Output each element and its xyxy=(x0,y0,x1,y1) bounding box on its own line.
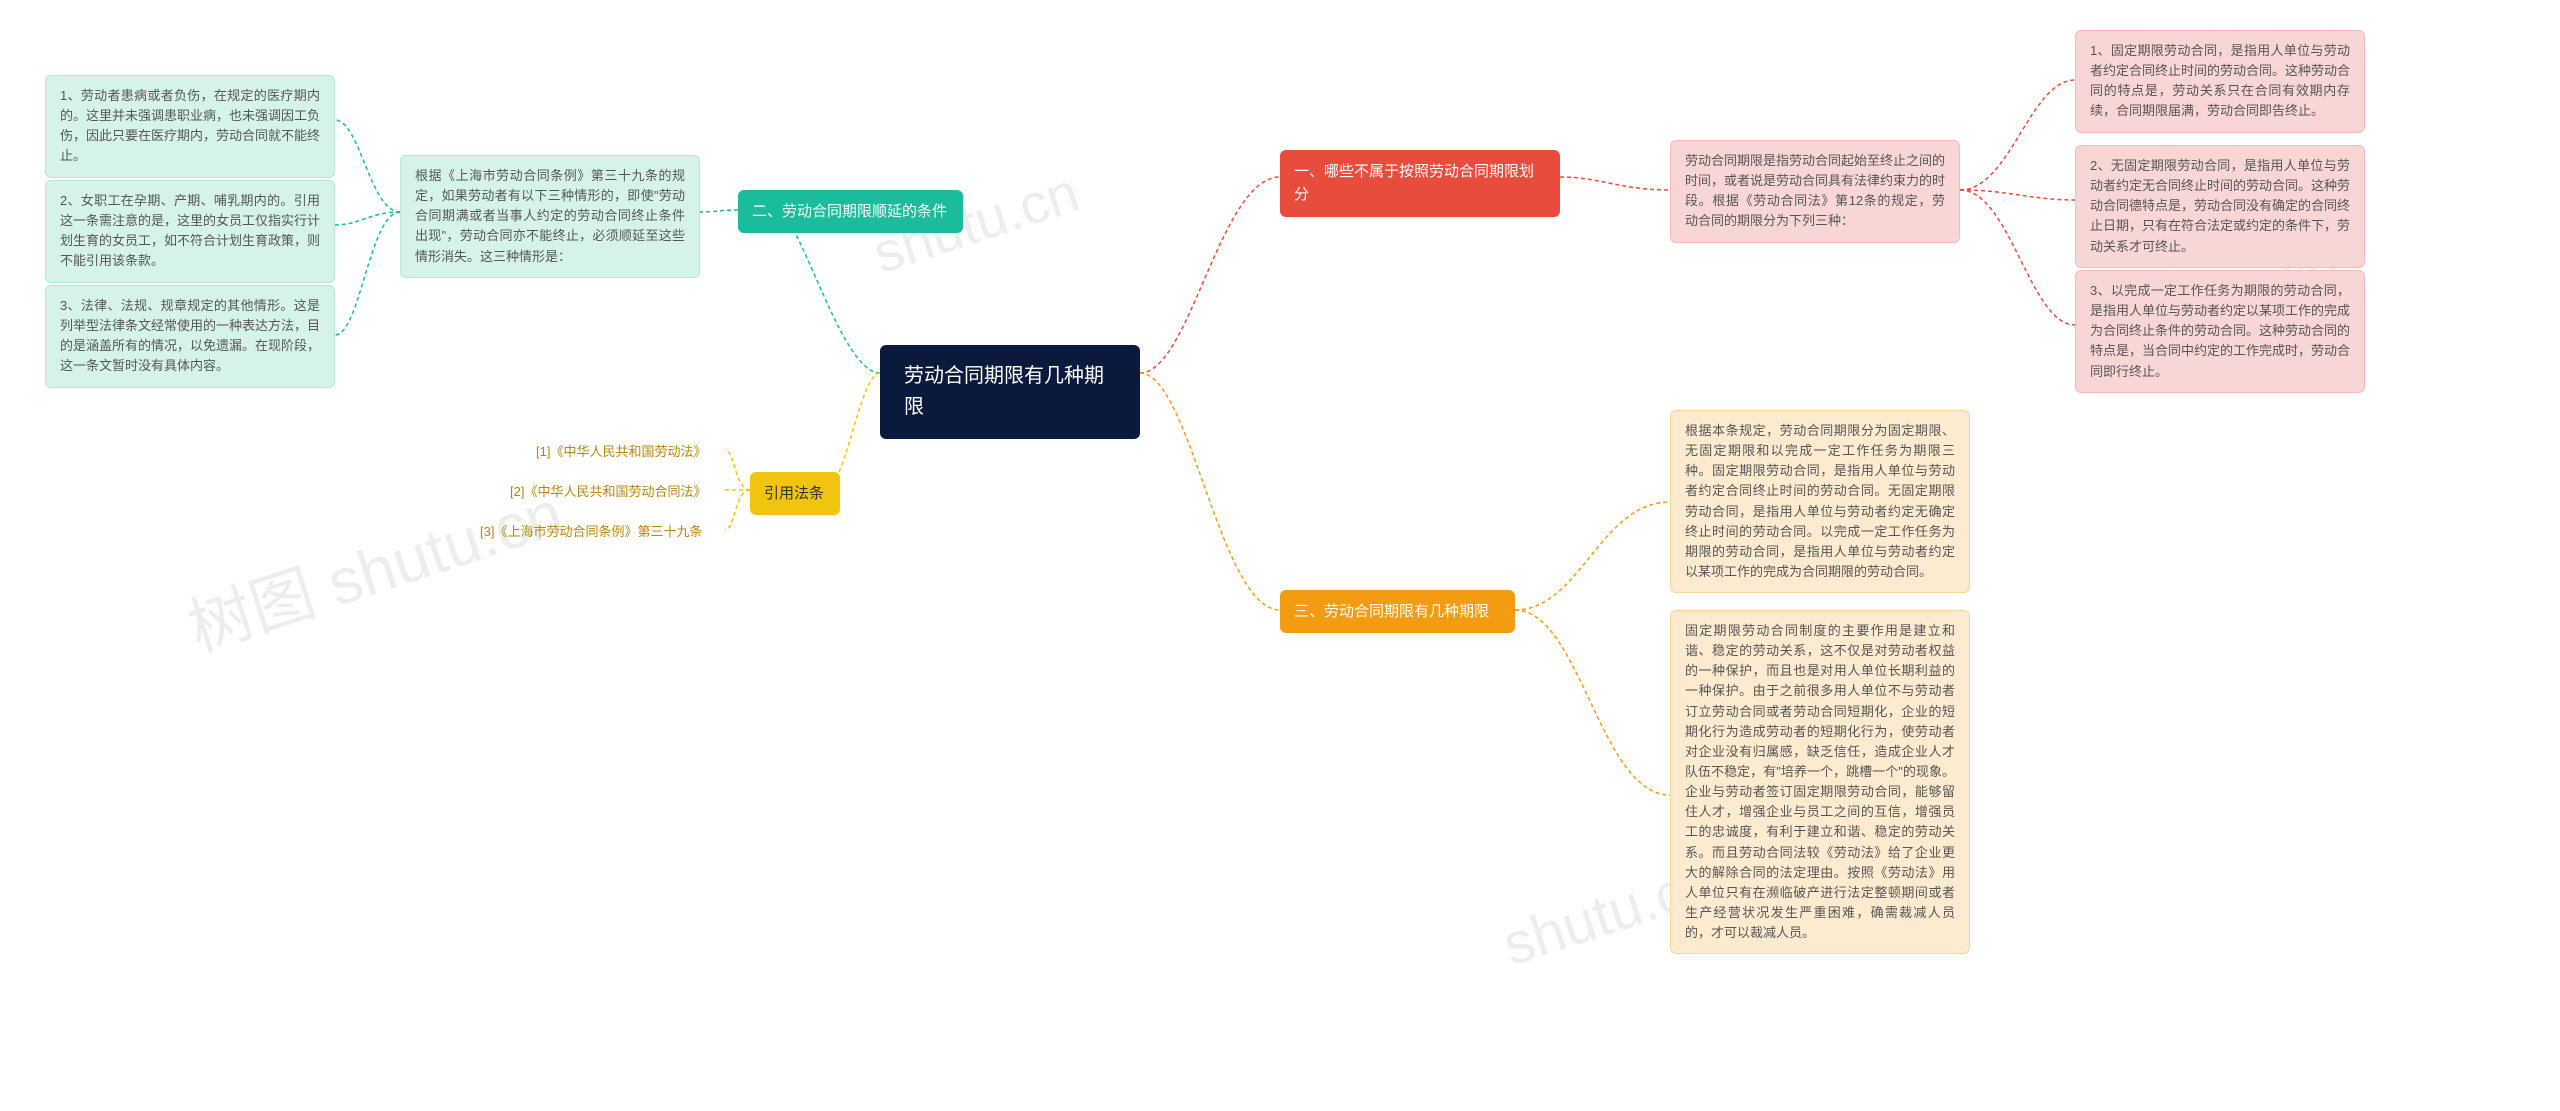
ref-1: [1]《中华人民共和国劳动法》 xyxy=(536,440,706,464)
ref-2: [2]《中华人民共和国劳动合同法》 xyxy=(510,480,706,504)
branch-2-mid: 根据《上海市劳动合同条例》第三十九条的规定，如果劳动者有以下三种情形的，即使"劳… xyxy=(400,155,700,278)
branch-2-leaf-2: 2、女职工在孕期、产期、哺乳期内的。引用这一条需注意的是，这里的女员工仅指实行计… xyxy=(45,180,335,283)
branch-2-leaf-3: 3、法律、法规、规章规定的其他情形。这是列举型法律条文经常使用的一种表达方法，目… xyxy=(45,285,335,388)
branch-1-leaf-2: 2、无固定期限劳动合同，是指用人单位与劳动者约定无合同终止时间的劳动合同。这种劳… xyxy=(2075,145,2365,268)
root-node[interactable]: 劳动合同期限有几种期限 xyxy=(880,345,1140,439)
branch-4[interactable]: 引用法条 xyxy=(750,472,840,515)
ref-3: [3]《上海市劳动合同条例》第三十九条 xyxy=(480,520,702,544)
branch-1[interactable]: 一、哪些不属于按照劳动合同期限划分 xyxy=(1280,150,1560,217)
branch-3[interactable]: 三、劳动合同期限有几种期限 xyxy=(1280,590,1515,633)
branch-1-leaf-1: 1、固定期限劳动合同，是指用人单位与劳动者约定合同终止时间的劳动合同。这种劳动合… xyxy=(2075,30,2365,133)
branch-3-leaf-1: 根据本条规定，劳动合同期限分为固定期限、无固定期限和以完成一定工作任务为期限三种… xyxy=(1670,410,1970,593)
branch-1-leaf-3: 3、以完成一定工作任务为期限的劳动合同，是指用人单位与劳动者约定以某项工作的完成… xyxy=(2075,270,2365,393)
branch-1-mid: 劳动合同期限是指劳动合同起始至终止之间的时间，或者说是劳动合同具有法律约束力的时… xyxy=(1670,140,1960,243)
branch-2-leaf-1: 1、劳动者患病或者负伤，在规定的医疗期内的。这里并未强调患职业病，也未强调因工负… xyxy=(45,75,335,178)
branch-2[interactable]: 二、劳动合同期限顺延的条件 xyxy=(738,190,963,233)
branch-3-leaf-2: 固定期限劳动合同制度的主要作用是建立和谐、稳定的劳动关系，这不仅是对劳动者权益的… xyxy=(1670,610,1970,954)
